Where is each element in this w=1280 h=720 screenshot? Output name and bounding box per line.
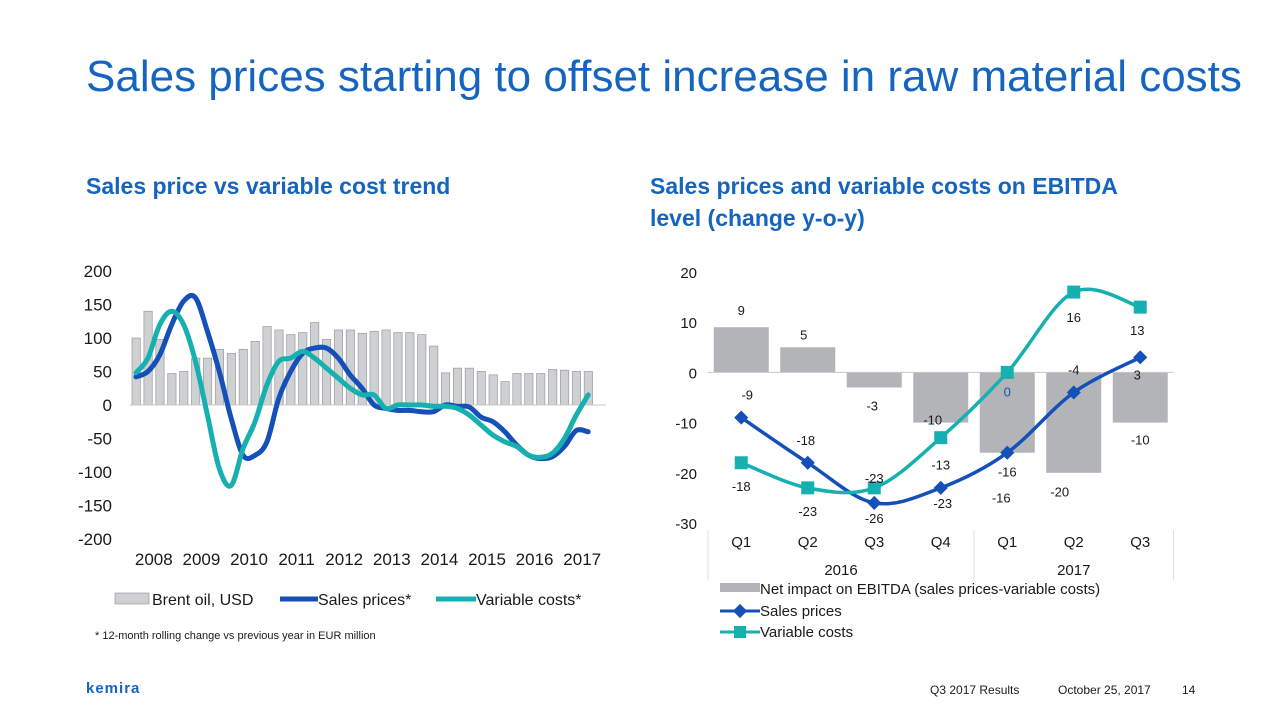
y-tick-label: 0	[103, 396, 112, 415]
x-tick-label: 2008	[135, 550, 173, 569]
y-tick-label: 200	[84, 262, 112, 281]
sales-prices-label: -9	[741, 388, 753, 403]
y-tick-label: -200	[78, 530, 112, 549]
net-impact-label: -20	[1050, 484, 1069, 499]
net-impact-label: -16	[992, 490, 1011, 505]
sales-prices-line	[133, 292, 591, 462]
x-tick-label: 2012	[325, 550, 363, 569]
x-tick-label: 2013	[373, 550, 411, 569]
x-tick-label: 2016	[516, 550, 554, 569]
y-tick-label: 150	[84, 296, 112, 315]
net-impact-label: 9	[738, 303, 745, 318]
sales-prices-label: 3	[1134, 367, 1141, 382]
sales-prices-label: -26	[865, 511, 884, 526]
net-impact-bar	[846, 372, 902, 388]
year-group-label: 2016	[824, 562, 857, 579]
category-tick-label: Q2	[1064, 534, 1084, 551]
net-impact-bar	[913, 372, 969, 423]
variable-costs-point	[1133, 300, 1147, 314]
y-tick-label: -150	[78, 497, 112, 516]
category-tick-label: Q4	[931, 534, 951, 551]
y-tick-label: 0	[689, 365, 697, 382]
variable-costs-label: -23	[865, 471, 884, 486]
legend-sales-marker	[732, 603, 748, 619]
sales-prices-label: -23	[933, 496, 952, 511]
y-tick-label: -100	[78, 463, 112, 482]
variable-costs-label: -23	[798, 504, 817, 519]
y-tick-label: 10	[680, 315, 697, 332]
x-tick-label: 2015	[468, 550, 506, 569]
legend-sales-label: Sales prices	[760, 603, 842, 620]
legend-net-impact-label: Net impact on EBITDA (sales prices-varia…	[760, 581, 1100, 598]
variable-costs-point	[934, 431, 948, 445]
x-tick-label: 2009	[182, 550, 220, 569]
variable-costs-point	[734, 456, 748, 470]
category-tick-label: Q3	[864, 534, 884, 551]
net-impact-bar	[1112, 372, 1168, 423]
y-tick-label: -30	[675, 516, 697, 533]
page-title: Sales prices starting to offset increase…	[86, 52, 1242, 101]
variable-costs-point	[801, 481, 815, 495]
left-chart-subtitle: Sales price vs variable cost trend	[86, 173, 451, 199]
x-tick-label: 2010	[230, 550, 268, 569]
sales-prices-point	[800, 455, 815, 470]
sales-prices-label: -4	[1068, 362, 1080, 377]
footer-results-label: Q3 2017 Results	[930, 683, 1020, 697]
sales-prices-point	[1066, 385, 1081, 400]
variable-costs-label: 13	[1130, 323, 1144, 338]
y-tick-label: 50	[93, 363, 112, 382]
y-tick-label: 100	[84, 329, 112, 348]
sales-prices-point	[1000, 445, 1015, 460]
year-group-label: 2017	[1057, 562, 1090, 579]
variable-costs-label: -13	[931, 458, 950, 473]
variable-costs-point	[1000, 365, 1014, 379]
legend-variable-label: Variable costs*	[476, 592, 582, 609]
net-impact-label: -3	[866, 398, 878, 413]
x-tick-label: 2017	[563, 550, 601, 569]
sales-prices-label: -18	[796, 433, 815, 448]
sales-prices-point	[933, 480, 948, 495]
category-tick-label: Q2	[798, 534, 818, 551]
legend-brent-label: Brent oil, USD	[152, 592, 253, 609]
variable-costs-label: -18	[732, 479, 751, 494]
kemira-logo: kemira	[86, 680, 141, 697]
net-impact-bar	[713, 327, 769, 373]
x-tick-label: 2014	[420, 550, 458, 569]
category-tick-label: Q1	[997, 534, 1017, 551]
variable-costs-label: 0	[1004, 384, 1011, 399]
variable-costs-line	[133, 308, 591, 489]
page-number: 14	[1182, 683, 1196, 697]
sales-vs-variable-cost-chart: 200 150 100 50 0 -50 -100 -150 -200 2008 2009 2010 2…	[78, 262, 606, 609]
sales-prices-point	[1133, 350, 1148, 365]
sales-prices-label: -16	[998, 465, 1017, 480]
category-tick-label: Q3	[1130, 534, 1150, 551]
legend-variable-label: Variable costs	[760, 624, 853, 641]
sales-prices-point	[867, 495, 882, 510]
y-tick-label: -10	[675, 416, 697, 433]
category-tick-label: Q1	[731, 534, 751, 551]
legend-variable-marker	[734, 626, 746, 638]
right-chart-subtitle: Sales prices and variable costs on EBITD…	[650, 173, 1117, 231]
net-impact-label: 5	[800, 327, 807, 342]
sales-prices-point	[734, 410, 749, 425]
x-tick-label: 2011	[278, 550, 315, 569]
net-impact-label: -10	[923, 412, 942, 427]
legend-net-impact-swatch	[720, 583, 760, 592]
y-tick-label: -50	[87, 430, 112, 449]
ebitda-impact-chart: 20 10 0 -10 -20 -30 9 5 -3 -10 -16 -20 -10 -9 -18 -26 -2…	[675, 265, 1174, 641]
footer-date: October 25, 2017	[1058, 683, 1151, 697]
legend-sales-label: Sales prices*	[318, 592, 411, 609]
legend-brent-swatch	[114, 592, 150, 605]
net-impact-label: -10	[1131, 432, 1150, 447]
net-impact-bar	[780, 347, 836, 373]
variable-costs-point	[1067, 285, 1081, 299]
y-tick-label: 20	[680, 265, 697, 282]
variable-costs-label: 16	[1067, 310, 1081, 325]
y-tick-label: -20	[675, 466, 697, 483]
variable-costs-point	[867, 481, 881, 495]
footnote: * 12-month rolling change vs previous ye…	[95, 630, 376, 642]
